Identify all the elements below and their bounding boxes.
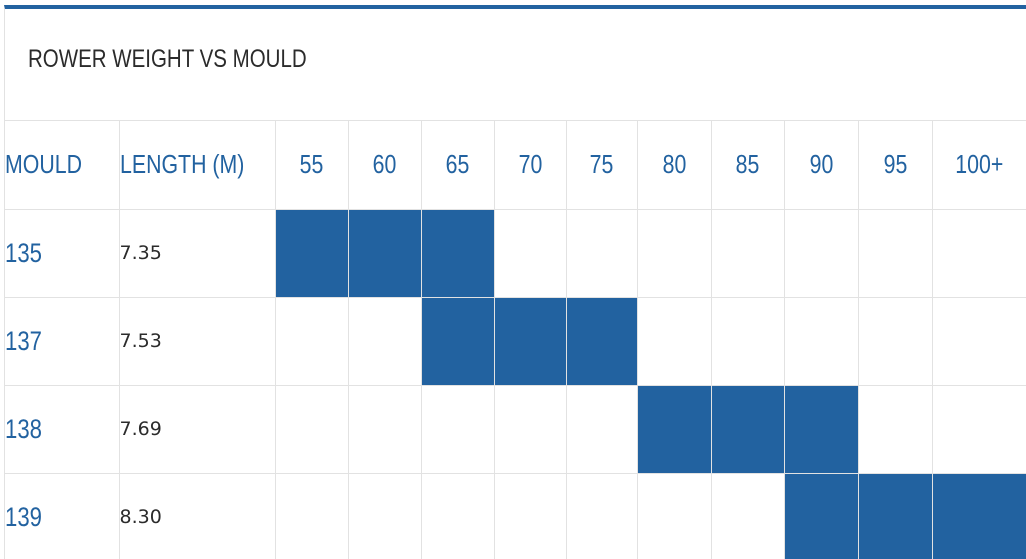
weight-cell [711,473,785,559]
weight-range-fill [566,297,638,386]
weight-range-fill [421,209,495,298]
weight-cell [494,473,567,559]
title-row: ROWER WEIGHT VS MOULD [5,9,1026,121]
weight-cell [858,209,933,298]
weight-cell [421,385,495,474]
weight-cell [932,385,1026,474]
length-cell: 7.69 [119,385,276,474]
weight-cell [784,297,859,386]
weight-cell [637,473,712,559]
weight-range-fill [711,385,785,474]
weight-range-fill [784,385,859,474]
weight-cell [348,297,422,386]
header-weight-55: 55 [275,121,349,210]
weight-range-fill [637,385,712,474]
weight-cell [637,209,712,298]
length-cell: 7.53 [119,297,276,386]
mould-cell: 138 [5,385,120,474]
weight-cell [858,385,933,474]
weight-mould-table: MOULD LENGTH (M) 55 60 65 70 75 80 85 90 95 100+ … [5,121,1026,559]
table-row: 138 7.69 [5,385,1026,474]
mould-cell: 137 [5,297,120,386]
weight-cell [494,209,567,298]
mould-cell: 135 [5,209,120,298]
weight-cell [348,385,422,474]
weight-cell [275,385,349,474]
header-weight-70: 70 [494,121,567,210]
header-length: LENGTH (M) [119,121,276,210]
weight-range-fill [275,209,349,298]
header-weight-60: 60 [348,121,422,210]
weight-range-fill [932,473,1026,559]
weight-cell [858,297,933,386]
weight-cell [566,385,638,474]
weight-cell [711,209,785,298]
table-title: ROWER WEIGHT VS MOULD [28,45,307,73]
header-weight-65: 65 [421,121,495,210]
weight-cell [932,209,1026,298]
weight-cell [784,209,859,298]
header-weight-75: 75 [566,121,638,210]
header-weight-90: 90 [784,121,859,210]
table-body: 135 7.35 137 7.53 138 7.69 139 8.30 [5,209,1026,559]
weight-cell [275,473,349,559]
weight-cell [421,473,495,559]
table-row: 135 7.35 [5,209,1026,298]
mould-cell: 139 [5,473,120,559]
weight-mould-panel: ROWER WEIGHT VS MOULD MOULD LENGTH (M) 5… [4,5,1026,559]
weight-cell [494,385,567,474]
table-row: 139 8.30 [5,473,1026,559]
weight-cell [932,297,1026,386]
weight-cell [275,297,349,386]
weight-cell [348,473,422,559]
weight-cell [566,473,638,559]
header-weight-80: 80 [637,121,712,210]
weight-cell [637,297,712,386]
length-cell: 7.35 [119,209,276,298]
weight-range-fill [494,297,567,386]
weight-range-fill [784,473,859,559]
weight-cell [711,297,785,386]
length-cell: 8.30 [119,473,276,559]
header-mould: MOULD [5,121,120,210]
weight-cell [566,209,638,298]
header-row: MOULD LENGTH (M) 55 60 65 70 75 80 85 90 95 100+ [5,121,1026,210]
weight-range-fill [858,473,933,559]
header-weight-100plus: 100+ [932,121,1026,210]
header-weight-85: 85 [711,121,785,210]
weight-range-fill [421,297,495,386]
weight-range-fill [348,209,422,298]
header-weight-95: 95 [858,121,933,210]
table-row: 137 7.53 [5,297,1026,386]
